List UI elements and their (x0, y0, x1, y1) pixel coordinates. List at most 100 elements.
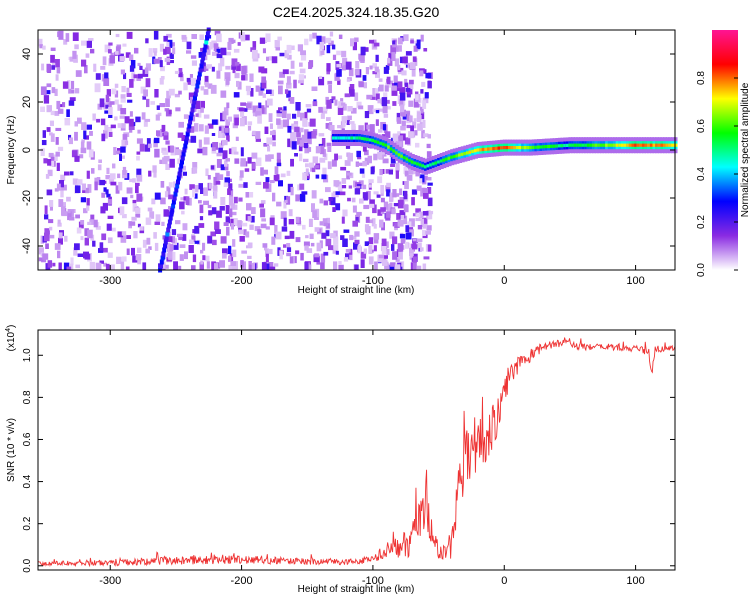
spectrogram-noise-cell (367, 105, 374, 115)
spectrogram-noise-cell (313, 254, 320, 263)
spectrogram-noise-cell (207, 235, 213, 244)
spectrogram-noise-cell (418, 211, 424, 219)
spectrogram-noise-cell (417, 111, 421, 120)
spectrogram-noise-cell (54, 243, 61, 250)
spectrogram-noise-cell (283, 106, 287, 111)
spectrogram-noise-cell (270, 89, 274, 96)
spectrogram-noise-cell (275, 47, 280, 51)
spectrogram-noise-cell (220, 197, 226, 206)
spectrogram-noise-cell (302, 118, 307, 127)
spectrogram-noise-cell (92, 240, 96, 247)
spectrogram-noise-cell (120, 69, 125, 75)
spectrogram-noise-cell (265, 177, 270, 183)
spectrogram-noise-cell (178, 121, 184, 128)
spectrogram-noise-cell (270, 130, 274, 136)
diagonal-line-cell (171, 199, 176, 205)
spectrogram-noise-cell (81, 139, 85, 143)
diagonal-line-cell (184, 139, 189, 145)
spectrogram-noise-cell (206, 261, 210, 269)
spectrogram-noise-cell (392, 236, 398, 245)
spectrogram-noise-cell (373, 153, 378, 161)
snr-x-tick-label: 0 (501, 575, 507, 587)
spectrogram-noise-cell (397, 243, 404, 252)
spectrogram-noise-cell (351, 197, 356, 203)
spectrogram-noise-cell (314, 253, 320, 258)
spectrogram-noise-cell (312, 165, 316, 173)
spectrogram-noise-cell (391, 85, 397, 91)
spectrogram-noise-cell (272, 129, 276, 136)
spectrogram-noise-cell (419, 247, 424, 252)
carrier-core-cell (363, 137, 368, 141)
spectrogram-noise-cell (45, 174, 50, 179)
spectrogram-noise-cell (259, 203, 264, 208)
spectrogram-noise-cell (365, 216, 370, 223)
spectrogram-noise-cell (296, 137, 302, 145)
carrier-core-cell (379, 141, 384, 145)
spectrogram-noise-cell (320, 253, 326, 263)
carrier-core-cell (360, 136, 365, 141)
carrier-core-cell (573, 143, 578, 147)
spectrogram-noise-cell (408, 131, 414, 139)
spectrogram-noise-cell (96, 118, 101, 123)
spectrogram-noise-cell (423, 69, 427, 74)
spectrogram-noise-cell (373, 233, 380, 240)
spectrogram-noise-cell (255, 181, 262, 185)
spectrogram-noise-cell (148, 48, 153, 57)
spectrogram-noise-cell (168, 206, 172, 210)
spectrogram-noise-cell (200, 107, 204, 113)
spectrogram-noise-cell (266, 56, 269, 61)
spectrogram-noise-cell (426, 151, 432, 158)
spectrogram-noise-cell (189, 184, 195, 190)
spectrogram-noise-cell (299, 140, 305, 147)
spectrogram-noise-cell (400, 215, 405, 220)
spectrogram-noise-cell (180, 197, 184, 201)
spectrogram-noise-cell (184, 188, 188, 195)
spectrogram-noise-cell (56, 162, 60, 171)
spectrogram-noise-cell (120, 146, 126, 153)
snr-y-ticks: 0.00.20.40.60.81.0 (22, 348, 675, 573)
spectrogram-noise-cell (286, 196, 291, 205)
spectrogram-noise-cell (289, 230, 295, 239)
spectrogram-noise-cell (304, 111, 308, 121)
spectrogram-noise-cell (300, 252, 304, 261)
spectrogram-noise-cell (364, 157, 370, 165)
spectrogram-noise-cell (101, 233, 107, 241)
spectrogram-noise-cell (215, 181, 221, 185)
spectrogram-noise-cell (239, 175, 243, 181)
carrier-core-cell (560, 144, 565, 148)
spectrogram-noise-cell (86, 124, 92, 130)
spectrogram-noise-cell (262, 48, 266, 54)
spectrogram-noise-cell (354, 264, 359, 270)
spectrogram-noise-cell (330, 197, 336, 206)
spectrogram-noise-cell (391, 87, 398, 96)
spectrogram-noise-cell (264, 246, 268, 251)
spectrogram-noise-cell (238, 183, 244, 188)
spectrogram-noise-cell (110, 181, 117, 186)
spectrogram-noise-cell (191, 265, 196, 270)
spectrogram-noise-cell (354, 37, 359, 42)
carrier-core-cell (450, 155, 455, 159)
spectrogram-noise-cell (49, 160, 55, 167)
spectrogram-noise-cell (369, 203, 375, 208)
spectrogram-noise-cell (237, 220, 242, 228)
spectrogram-noise-cell (289, 70, 295, 75)
spectrogram-noise-cell (392, 189, 397, 198)
spectrogram-noise-cell (151, 198, 156, 205)
spectrogram-noise-cell (325, 187, 331, 193)
spectrogram-noise-cell (360, 46, 366, 56)
spectrogram-noise-cell (198, 183, 203, 190)
spectrogram-noise-cell (142, 239, 147, 248)
spectrogram-noise-cell (198, 223, 205, 228)
spectrogram-noise-cell (388, 80, 393, 84)
spectrogram-noise-cell (327, 161, 332, 170)
spectrogram-noise-cell (154, 221, 161, 225)
spectrogram-noise-cell (70, 257, 74, 265)
spectrogram-noise-cell (228, 264, 235, 270)
spectrogram-noise-cell (392, 251, 397, 260)
spectrogram-noise-cell (372, 88, 376, 97)
carrier-core-cell (665, 143, 670, 147)
spectrogram-noise-cell (153, 51, 157, 56)
spectrogram-noise-cell (427, 134, 431, 139)
carrier-core-cell (589, 143, 594, 147)
spectrogram-noise-cell (211, 261, 216, 270)
